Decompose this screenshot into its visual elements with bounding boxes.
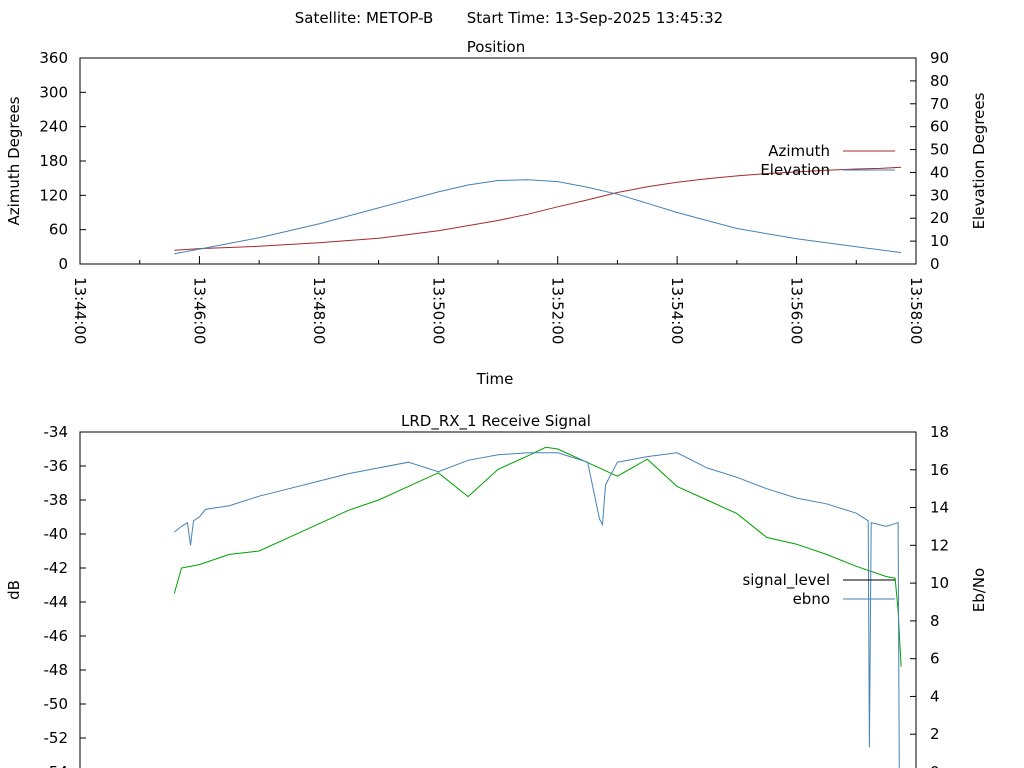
position-y2-tick-label: 30 — [930, 186, 949, 204]
receive-signal-y2-tick-label: 0 — [930, 763, 940, 768]
position-y2-axis-label: Elevation Degrees — [970, 92, 988, 229]
position-y2-tick-label: 90 — [930, 49, 949, 67]
position-x-tick-label: 13:48:00 — [310, 277, 328, 344]
receive-signal-y2-tick-label: 4 — [930, 687, 940, 705]
position-x-axis-label: Time — [476, 370, 514, 388]
position-x-tick-label: 13:46:00 — [190, 277, 208, 344]
series-line-signal-level — [173, 446, 902, 667]
position-x-tick-label: 13:52:00 — [549, 277, 567, 344]
receive-signal-y2-tick-label: 10 — [930, 574, 949, 592]
receive-signal-y2-tick-label: 2 — [930, 725, 940, 743]
position-x-tick-label: 13:44:00 — [71, 277, 89, 344]
receive-signal-y-tick-label: -38 — [44, 491, 69, 509]
position-y-tick-label: 300 — [39, 83, 68, 101]
receive-signal-legend: signal_level ebno — [742, 571, 895, 608]
series-line-ebno — [173, 452, 900, 768]
legend-label-ebno: ebno — [793, 590, 830, 608]
receive-signal-y-tick-label: -42 — [44, 559, 69, 577]
position-y2-tick-label: 70 — [930, 95, 949, 113]
position-x-tick-label: 13:56:00 — [788, 277, 806, 344]
receive-signal-y2-tick-label: 12 — [930, 536, 949, 554]
position-chart: Position Time Azimuth Degrees Elevation … — [5, 38, 988, 388]
receive-signal-plot-frame — [79, 431, 917, 768]
receive-signal-chart: LRD_RX_1 Receive Signal dB Eb/No -34 -36 -… — [5, 412, 988, 768]
figure-title-satellite: Satellite: METOP-B — [295, 9, 434, 27]
position-y-tick-label: 120 — [39, 186, 68, 204]
receive-signal-y-tick-label: -54 — [44, 763, 69, 768]
position-y-tick-label: 60 — [49, 221, 68, 239]
receive-signal-y-tick-label: -40 — [44, 525, 69, 543]
receive-signal-y-tick-label: -50 — [44, 695, 69, 713]
position-y2-tick-label: 40 — [930, 163, 949, 181]
position-chart-title: Position — [467, 38, 525, 56]
position-x-tick-label: 13:58:00 — [907, 277, 925, 344]
legend-label-azimuth: Azimuth — [768, 142, 830, 160]
series-line-azimuth — [174, 166, 902, 251]
position-legend: Azimuth Elevation — [760, 142, 895, 179]
receive-signal-y-tick-label: -46 — [44, 627, 69, 645]
receive-signal-y-tick-label: -44 — [44, 593, 69, 611]
receive-signal-y2-tick-label: 6 — [930, 650, 940, 668]
position-y-tick-label: 240 — [39, 118, 68, 136]
position-x-tick-label: 13:54:00 — [668, 277, 686, 344]
position-y2-tick-label: 50 — [930, 141, 949, 159]
receive-signal-y2-tick-label: 16 — [930, 461, 949, 479]
receive-signal-y2-axis-label: Eb/No — [970, 568, 988, 612]
position-y-axis-label: Azimuth Degrees — [5, 96, 23, 225]
receive-signal-chart-title: LRD_RX_1 Receive Signal — [401, 412, 591, 431]
position-y-tick-label: 180 — [39, 152, 68, 170]
legend-label-elevation: Elevation — [760, 161, 830, 179]
position-plot-frame — [79, 57, 917, 265]
legend-label-signal-level: signal_level — [742, 571, 830, 590]
position-y-tick-label: 360 — [39, 49, 68, 67]
receive-signal-y-axis-label: dB — [5, 580, 23, 600]
receive-signal-y-tick-label: -52 — [44, 729, 69, 747]
position-y2-tick-label: 60 — [930, 118, 949, 136]
position-y2-tick-label: 80 — [930, 72, 949, 90]
receive-signal-y2-tick-label: 14 — [930, 499, 949, 517]
position-y-tick-label: 0 — [58, 255, 68, 273]
position-y2-tick-label: 10 — [930, 232, 949, 250]
receive-signal-y-tick-label: -48 — [44, 661, 69, 679]
receive-signal-y-tick-label: -34 — [44, 423, 69, 441]
receive-signal-y2-tick-label: 18 — [930, 423, 949, 441]
series-line-elevation — [174, 179, 902, 255]
figure-title-start-time: Start Time: 13-Sep-2025 13:45:32 — [467, 9, 723, 27]
position-y2-tick-label: 20 — [930, 209, 949, 227]
receive-signal-y2-tick-label: 8 — [930, 612, 940, 630]
position-x-tick-label: 13:50:00 — [429, 277, 447, 344]
receive-signal-y-tick-label: -36 — [44, 457, 69, 475]
position-y2-tick-label: 0 — [930, 255, 940, 273]
